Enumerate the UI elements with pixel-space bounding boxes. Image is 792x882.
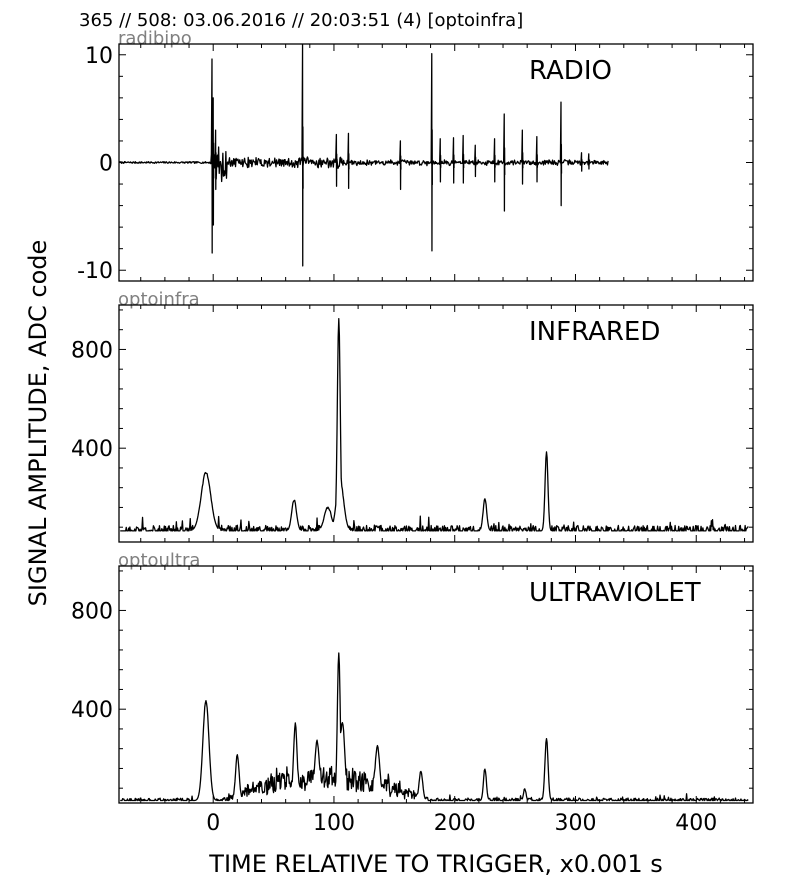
infrared-y-tick-label: 800: [71, 338, 113, 363]
radio-plot-frame: [118, 43, 754, 282]
ultraviolet-source-label: optoultra: [118, 550, 200, 571]
ultraviolet-y-tick-label: 400: [71, 698, 113, 723]
x-tick-label: 100: [313, 811, 355, 836]
infrared-y-tick-label: 400: [71, 437, 113, 462]
ultraviolet-panel-label: ULTRAVIOLET: [529, 578, 701, 608]
radio-panel: radibipo RADIO 10 0 -10: [77, 28, 754, 284]
figure-header: 365 // 508: 03.06.2016 // 20:03:51 (4) […: [79, 10, 523, 31]
ultraviolet-y-tick-label: 800: [71, 599, 113, 624]
y-axis-label: SIGNAL AMPLITUDE, ADC code: [24, 240, 52, 607]
ultraviolet-plot-frame: [118, 565, 754, 804]
infrared-plot-frame: [118, 304, 754, 543]
radio-source-label: radibipo: [118, 28, 192, 49]
radio-y-tick-label: 10: [85, 44, 113, 69]
ultraviolet-ticks: 800 400: [71, 566, 753, 803]
infrared-panel-label: INFRARED: [529, 317, 660, 347]
x-tick-label: 200: [434, 811, 476, 836]
radio-panel-label: RADIO: [529, 56, 612, 86]
ultraviolet-panel: optoultra ULTRAVIOLET 800 400: [71, 550, 754, 804]
x-tick-label: 400: [675, 811, 717, 836]
x-tick-label: 300: [554, 811, 596, 836]
radio-ticks: 10 0 -10: [77, 44, 753, 284]
radio-y-tick-label: -10: [77, 259, 113, 284]
infrared-signal-line: [120, 317, 749, 532]
x-axis-label: TIME RELATIVE TO TRIGGER, x0.001 s: [208, 850, 662, 878]
radio-signal-line: [118, 43, 609, 267]
radio-y-tick-label: 0: [99, 152, 113, 177]
infrared-ticks: 800 400: [71, 305, 753, 542]
x-tick-labels: 0 100 200 300 400: [206, 811, 717, 836]
infrared-panel: optoinfra INFRARED 800 400: [71, 289, 754, 543]
infrared-source-label: optoinfra: [118, 289, 200, 310]
ultraviolet-signal-line: [120, 652, 749, 802]
x-tick-label: 0: [206, 811, 220, 836]
